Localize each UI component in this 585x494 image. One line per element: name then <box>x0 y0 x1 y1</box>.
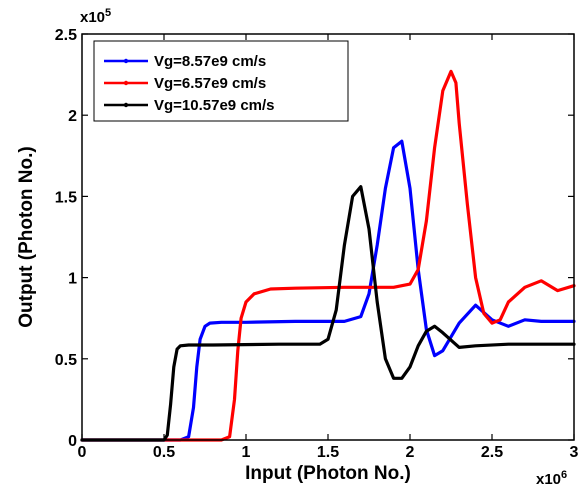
legend-entries: Vg=8.57e9 cm/s Vg=6.57e9 cm/s Vg=10.57e9 c… <box>104 53 275 114</box>
y-tick-label: 1.5 <box>55 189 77 206</box>
legend-label-3: Vg=10.57e9 cm/s <box>154 97 275 114</box>
y-multiplier-exponent: 5 <box>105 7 111 19</box>
legend-box <box>93 40 349 122</box>
x-tick-label: 0 <box>78 444 87 461</box>
series-line-1 <box>80 139 576 442</box>
x-tick-label: 1 <box>242 444 251 461</box>
x-multiplier-base: x10 <box>536 471 561 488</box>
y-axis-multiplier: x105 <box>80 7 111 26</box>
y-tick-label: 0.5 <box>55 352 77 369</box>
series-layer <box>80 69 576 442</box>
legend-label-1: Vg=8.57e9 cm/s <box>154 53 266 70</box>
y-tick-label: 0 <box>68 433 77 450</box>
series-line-3 <box>80 185 576 442</box>
x-tick-label: 0.5 <box>153 444 175 461</box>
x-tick-label: 2 <box>406 444 415 461</box>
ticks-layer: 0 0.5 1 1.5 2 2.5 3 0 0.5 1 1.5 2 2.5 <box>55 27 579 461</box>
legend-marker-2 <box>123 80 129 86</box>
x-tick-label: 2.5 <box>481 444 503 461</box>
x-tick-label: 1.5 <box>317 444 339 461</box>
x-multiplier-exponent: 6 <box>561 469 567 481</box>
series-line-2 <box>80 69 576 442</box>
y-axis-label: Output (Photon No.) <box>16 146 37 328</box>
y-tick-label: 1 <box>68 271 77 288</box>
x-tick-label: 3 <box>570 444 579 461</box>
legend-label-2: Vg=6.57e9 cm/s <box>154 75 266 92</box>
y-tick-label: 2.5 <box>55 27 77 44</box>
x-axis-multiplier: x106 <box>536 469 567 488</box>
legend-marker-3 <box>123 102 129 108</box>
x-axis-label: Input (Photon No.) <box>245 463 411 484</box>
y-multiplier-base: x10 <box>80 9 105 26</box>
legend: Vg=8.57e9 cm/s Vg=6.57e9 cm/s Vg=10.57e9 c… <box>93 40 349 122</box>
y-tick-label: 2 <box>68 108 77 125</box>
legend-marker-1 <box>123 58 129 64</box>
